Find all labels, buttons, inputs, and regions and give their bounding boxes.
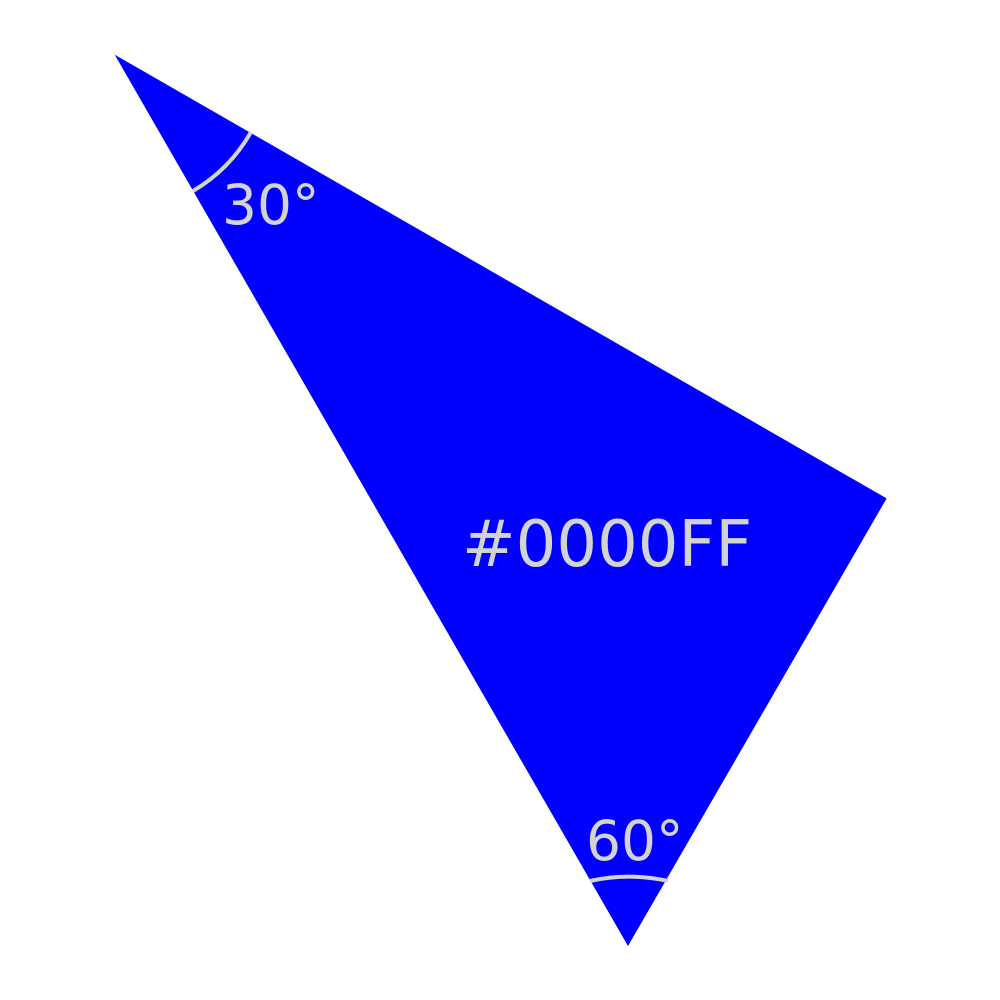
- angle-label-30: 30°: [222, 173, 320, 237]
- blue-triangle: [109, 49, 890, 951]
- angle-arc-30: [191, 131, 253, 193]
- angle-arc-60: [589, 874, 669, 883]
- fill-color-label: #0000FF: [462, 508, 752, 582]
- angle-label-60: 60°: [586, 809, 684, 873]
